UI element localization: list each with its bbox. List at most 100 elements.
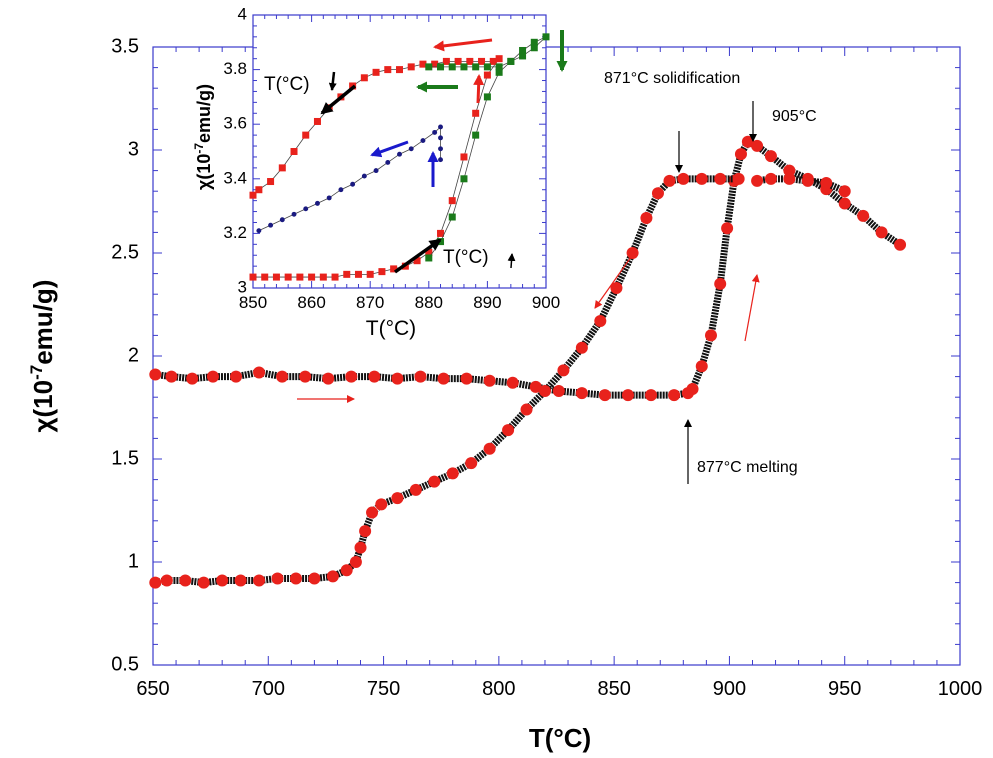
inset-series-3-point bbox=[432, 129, 438, 135]
inset-series-2-point bbox=[460, 175, 468, 183]
inset-series-2-point bbox=[425, 63, 433, 71]
inset-y-axis-label-main: χ(10 bbox=[194, 154, 214, 190]
inset-series-0-point bbox=[296, 273, 304, 281]
inset-series-1-point bbox=[454, 57, 462, 65]
inset-series-1-point bbox=[419, 60, 427, 68]
inset-series-3-point bbox=[291, 211, 297, 217]
main-plot: 0.5 1 1.5 2 2.5 3 3.5 650 700 750 800 850 900 950 100… bbox=[27, 35, 982, 753]
main-series-2-point bbox=[838, 185, 851, 198]
main-series-3-point bbox=[359, 525, 372, 538]
main-series-1-point bbox=[721, 222, 734, 235]
main-series-0-point bbox=[483, 374, 496, 387]
inset-series-0-point bbox=[284, 273, 292, 281]
inset-series-3-point bbox=[256, 228, 262, 234]
main-series-3-point bbox=[409, 483, 422, 496]
main-series-0-point bbox=[575, 387, 588, 400]
inset-series-1-point bbox=[360, 74, 368, 82]
inset-series-3-point bbox=[438, 146, 443, 152]
main-series-0-point bbox=[230, 370, 243, 383]
inset-series-0-point bbox=[366, 270, 374, 278]
main-series-2-point bbox=[820, 176, 833, 189]
inset-y-axis-label: χ(10-7emu/g) bbox=[192, 84, 214, 190]
inset-series-0-point bbox=[343, 270, 351, 278]
main-x-tick-labels: 650 700 750 800 850 900 950 1000 bbox=[136, 678, 982, 700]
main-series-3-point bbox=[234, 574, 247, 587]
inset-series-3-point bbox=[315, 200, 320, 206]
inset-series-3-point bbox=[279, 217, 285, 223]
inset-heating-arrow-black bbox=[393, 238, 442, 274]
main-series-0-point bbox=[645, 389, 658, 402]
inset-cooling-arrow-black bbox=[320, 84, 357, 115]
inset-y-tick-label: 3.6 bbox=[223, 114, 247, 133]
inset-series-3-point bbox=[326, 195, 332, 201]
main-series-0-point bbox=[529, 380, 542, 393]
annotation-melting: 877°C melting bbox=[697, 459, 798, 476]
inset-series-2-point bbox=[425, 254, 433, 262]
main-series-3-point bbox=[326, 570, 339, 583]
heating-arrow-rise bbox=[744, 274, 760, 342]
main-series-3-point bbox=[216, 574, 229, 587]
inset-series-2-point bbox=[530, 38, 538, 46]
main-series-0-point bbox=[149, 368, 162, 381]
inset-series-3-point bbox=[408, 146, 414, 152]
annotation-solidification: 871°C solidification bbox=[604, 70, 740, 87]
inset-series-0-point bbox=[261, 273, 269, 281]
inset-y-tick-label: 3.2 bbox=[223, 223, 247, 242]
main-series-1-point bbox=[875, 226, 888, 239]
main-series-1-point bbox=[695, 360, 708, 373]
inset-series-2-point bbox=[448, 213, 456, 221]
inset-red-arrow-up bbox=[473, 74, 485, 104]
inset-x-tick-label: 900 bbox=[532, 293, 560, 312]
main-series-3-point bbox=[520, 403, 533, 416]
main-series-0-point bbox=[668, 389, 681, 402]
main-series-3-point bbox=[732, 172, 745, 185]
inset-series-1-point bbox=[290, 148, 298, 155]
main-series-1-point bbox=[714, 277, 727, 290]
main-series-3-point bbox=[677, 172, 690, 185]
main-x-tick-label: 750 bbox=[367, 678, 400, 700]
inset-series-1-point bbox=[267, 178, 275, 186]
inset-series-1-point bbox=[372, 68, 380, 76]
inset-series-1-point bbox=[431, 60, 439, 68]
inset-series-0-point bbox=[249, 273, 257, 281]
inset-series-1-point bbox=[302, 131, 310, 139]
main-series-3-point bbox=[253, 574, 266, 587]
main-series-1-point bbox=[838, 197, 851, 210]
inset-series-2-point bbox=[530, 44, 538, 52]
inset-series-0-line bbox=[253, 58, 500, 278]
inset-series-0-point bbox=[331, 273, 339, 281]
main-series-3-point bbox=[446, 467, 459, 480]
main-y-tick-labels: 0.5 1 1.5 2 2.5 3 3.5 bbox=[111, 35, 139, 675]
inset-series-2-point bbox=[519, 46, 527, 54]
main-y-tick-label: 3 bbox=[128, 138, 139, 160]
main-x-tick-label: 950 bbox=[828, 678, 861, 700]
main-x-tick-label: 700 bbox=[252, 678, 285, 700]
main-series-3-point bbox=[197, 576, 210, 589]
inset-y-axis-label-tail: emu/g) bbox=[194, 84, 214, 143]
inset-x-axis-label: T(°C) bbox=[366, 317, 416, 340]
inset-series-2-point bbox=[472, 131, 480, 139]
cooling-arrow bbox=[594, 256, 632, 309]
inset-series-0-point bbox=[495, 55, 503, 63]
inset-series-1-point bbox=[478, 57, 486, 65]
main-series-3-point bbox=[391, 492, 404, 505]
main-x-tick-label: 900 bbox=[713, 678, 746, 700]
main-series-3-point bbox=[465, 457, 478, 470]
inset-series-0-point bbox=[272, 273, 280, 281]
inset-x-tick-label: 890 bbox=[473, 293, 501, 312]
main-x-tick-label: 850 bbox=[597, 678, 630, 700]
main-y-axis-label: χ(10-7emu/g) bbox=[27, 280, 58, 433]
main-series-3-point bbox=[502, 424, 515, 437]
inset-series-3-point bbox=[397, 151, 402, 157]
inset-series-3-point bbox=[420, 138, 426, 144]
inset-x-tick-label: 860 bbox=[297, 293, 325, 312]
main-x-tick-label: 1000 bbox=[938, 678, 983, 700]
inset-y-tick-label: 3.8 bbox=[223, 59, 247, 78]
main-series-3-point bbox=[160, 574, 173, 587]
main-series-3-point bbox=[375, 498, 388, 511]
inset-series-group bbox=[249, 33, 550, 281]
main-series-3-point bbox=[483, 442, 496, 455]
main-x-axis-label: T(°C) bbox=[529, 723, 591, 753]
main-series-1-point bbox=[857, 209, 870, 222]
inset-series-1-point bbox=[466, 57, 474, 65]
